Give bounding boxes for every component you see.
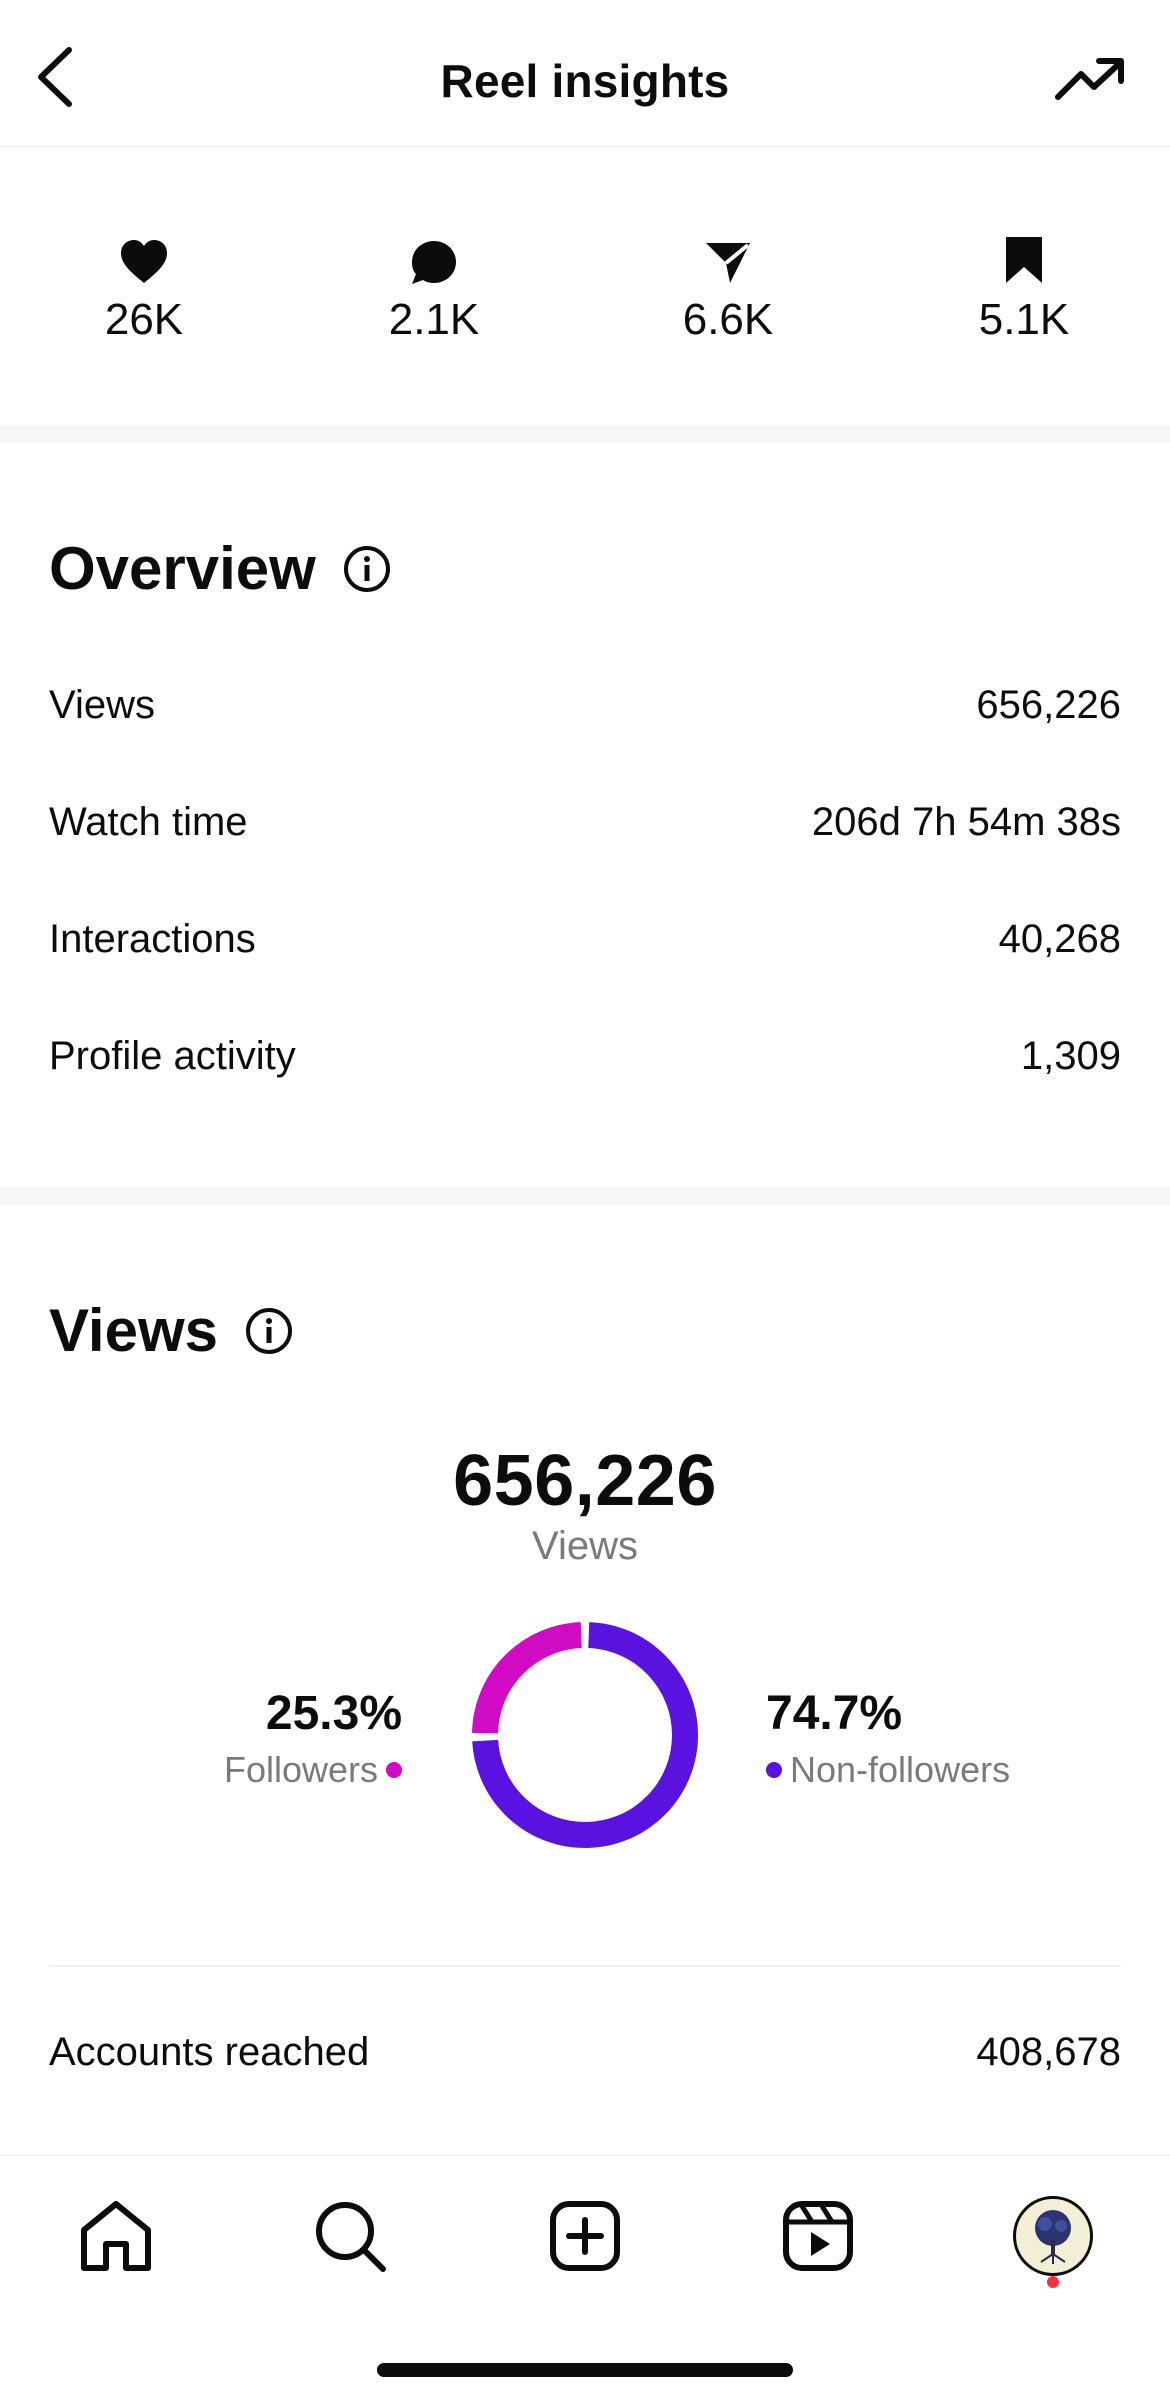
tree-avatar-icon xyxy=(1035,2210,1071,2264)
followers-percent: 25.3% xyxy=(265,1687,402,1740)
followers-arc xyxy=(472,1622,583,1734)
trend-button[interactable] xyxy=(1050,48,1130,110)
home-indicator xyxy=(377,2363,793,2377)
followers-dot xyxy=(386,1762,402,1778)
views-total-label: Views xyxy=(532,1524,638,1568)
views-header: Views xyxy=(49,1296,294,1365)
top-bar: Reel insights xyxy=(0,0,1170,147)
comment-icon xyxy=(412,241,456,284)
reels-icon xyxy=(783,2201,853,2271)
tab-create[interactable] xyxy=(535,2186,635,2286)
page-title: Reel insights xyxy=(440,55,730,107)
non-followers-arc xyxy=(472,1622,698,1848)
chevron-left-icon xyxy=(38,47,72,107)
likes-stat: 26K xyxy=(44,227,244,345)
section-divider xyxy=(0,1187,1170,1205)
home-icon xyxy=(81,2201,151,2271)
views-total: 656,226 xyxy=(453,1441,717,1521)
row-label: Interactions xyxy=(49,916,256,961)
followers-legend: 25.3% Followers xyxy=(224,1686,402,1791)
heart-icon xyxy=(121,240,167,283)
bottom-tab-bar xyxy=(0,2155,1170,2405)
overview-row-interactions: Interactions 40,268 xyxy=(49,909,1121,969)
info-icon[interactable] xyxy=(244,1306,294,1356)
shares-count: 6.6K xyxy=(682,295,774,344)
overview-title: Overview xyxy=(49,535,316,602)
overview-row-views: Views 656,226 xyxy=(49,675,1121,735)
tab-reels[interactable] xyxy=(768,2186,868,2286)
likes-count: 26K xyxy=(104,295,184,344)
profile-avatar xyxy=(1013,2196,1093,2276)
saves-count: 5.1K xyxy=(978,295,1070,344)
non-followers-percent: 74.7% xyxy=(766,1687,903,1740)
non-followers-legend: 74.7% Non-followers xyxy=(766,1686,1010,1791)
non-followers-label-row: Non-followers xyxy=(766,1749,1010,1791)
overview-row-watch-time: Watch time 206d 7h 54m 38s xyxy=(49,792,1121,852)
row-value: 206d 7h 54m 38s xyxy=(811,799,1121,844)
followers-label-row: Followers xyxy=(224,1749,402,1791)
followers-label: Followers xyxy=(223,1749,378,1790)
divider xyxy=(49,1965,1121,1967)
tab-home[interactable] xyxy=(66,2186,166,2286)
search-icon xyxy=(316,2202,386,2272)
bookmark-icon xyxy=(1006,237,1042,283)
comments-stat: 2.1K xyxy=(334,227,534,345)
row-value: 656,226 xyxy=(976,682,1121,727)
tab-search[interactable] xyxy=(300,2186,400,2286)
section-divider xyxy=(0,425,1170,443)
views-donut-chart xyxy=(472,1622,698,1848)
engagement-stats: 26K 2.1K 6.6K 5.1K xyxy=(0,147,1170,425)
comments-count: 2.1K xyxy=(388,295,480,344)
trending-up-icon xyxy=(1055,58,1124,100)
tab-profile[interactable] xyxy=(1003,2186,1103,2286)
row-label: Views xyxy=(49,682,155,727)
views-title: Views xyxy=(49,1297,219,1364)
non-followers-dot xyxy=(766,1762,782,1778)
row-value: 408,678 xyxy=(976,2029,1121,2074)
overview-row-profile-activity: Profile activity 1,309 xyxy=(49,1026,1121,1086)
accounts-reached-row: Accounts reached 408,678 xyxy=(49,2022,1121,2082)
notification-dot xyxy=(1047,2276,1059,2288)
saves-stat: 5.1K xyxy=(924,227,1124,345)
non-followers-label: Non-followers xyxy=(790,1749,1011,1790)
share-icon xyxy=(706,243,750,283)
info-icon[interactable] xyxy=(342,544,392,594)
overview-header: Overview xyxy=(49,534,392,603)
row-value: 1,309 xyxy=(1020,1033,1121,1078)
row-label: Watch time xyxy=(49,799,248,844)
row-value: 40,268 xyxy=(998,916,1121,961)
shares-stat: 6.6K xyxy=(628,227,828,345)
row-label: Accounts reached xyxy=(49,2029,370,2074)
back-button[interactable] xyxy=(20,42,90,112)
row-label: Profile activity xyxy=(49,1033,296,1078)
create-icon xyxy=(550,2201,620,2271)
